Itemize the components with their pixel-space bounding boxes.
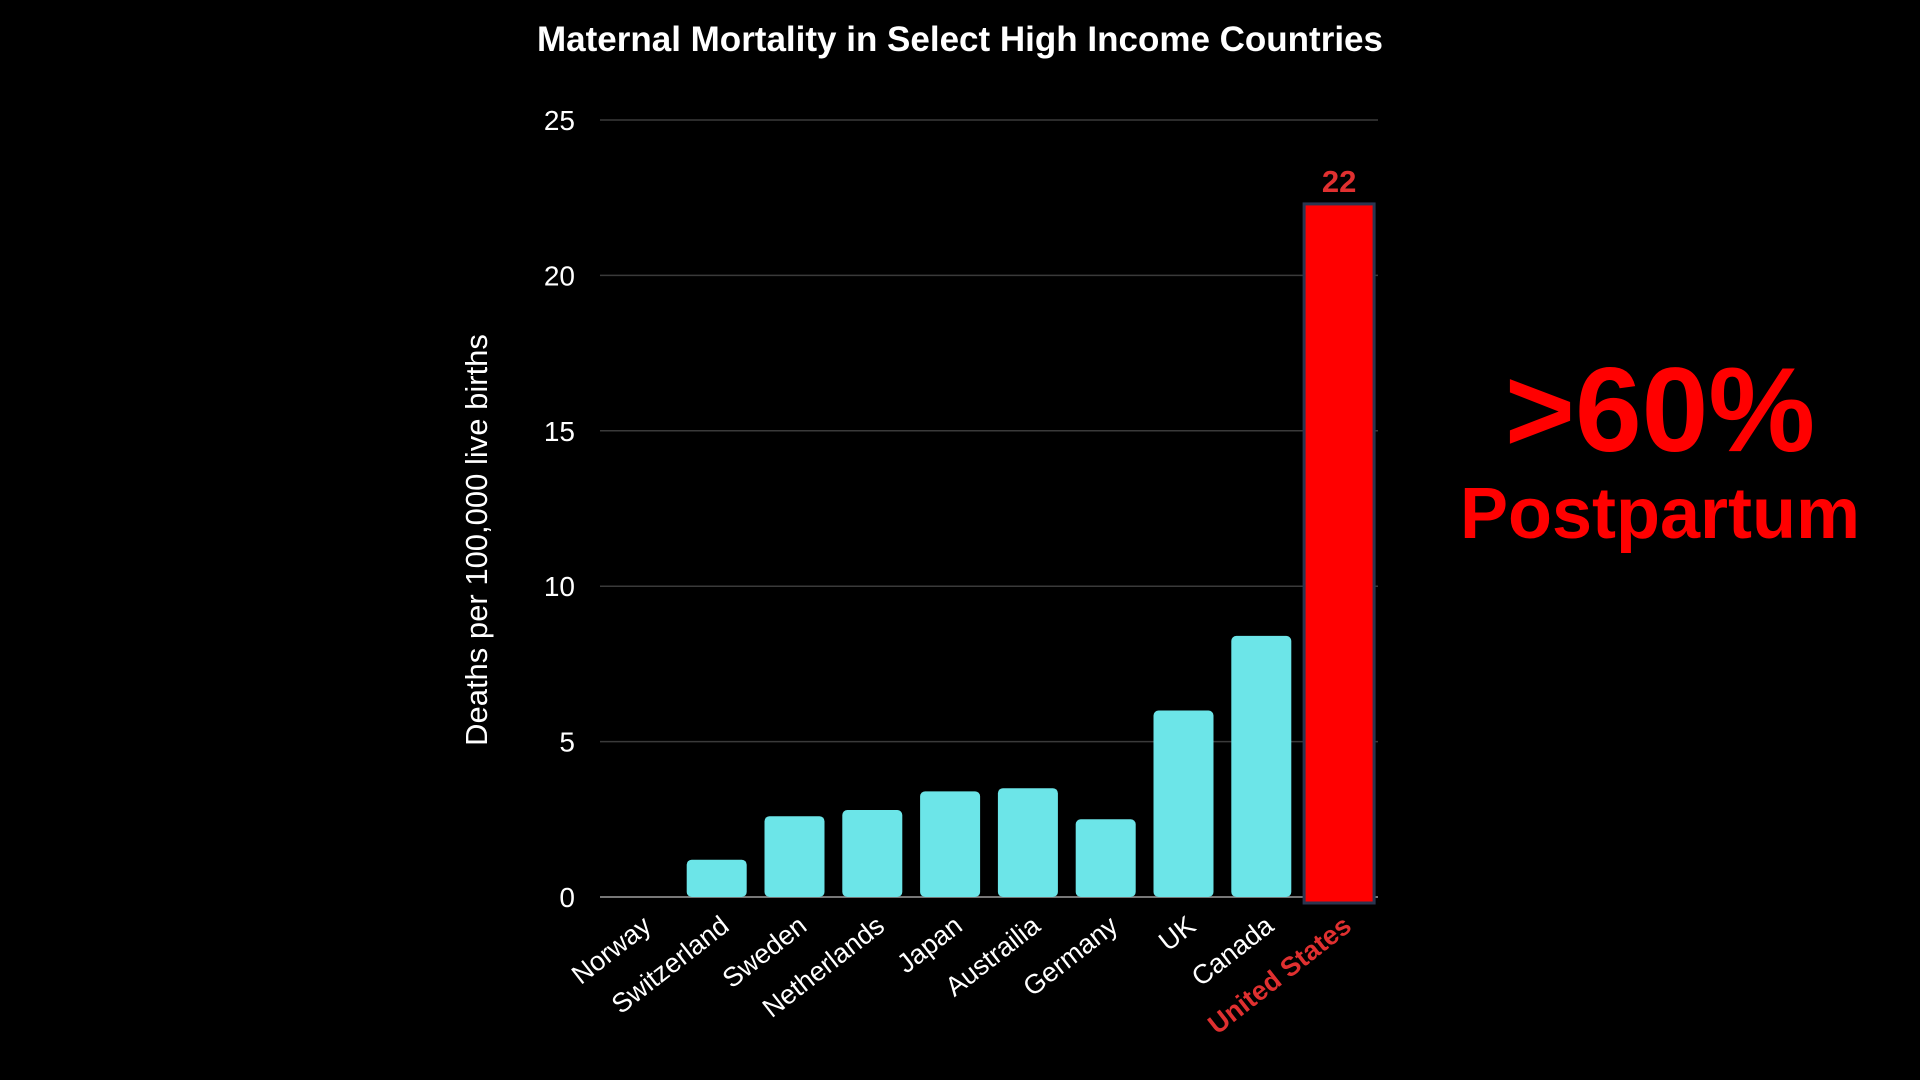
bar-switzerland [686, 859, 747, 897]
bars [686, 202, 1376, 905]
y-tick-label: 5 [559, 727, 575, 758]
bar-austrailia [997, 788, 1058, 897]
y-tick-label: 0 [559, 882, 575, 913]
bar-united-states [1302, 202, 1376, 905]
callout-postpartum: Postpartum [1459, 474, 1861, 554]
y-tick-label: 20 [544, 260, 575, 291]
y-tick-label: 10 [544, 571, 575, 602]
bar-uk [1153, 710, 1214, 897]
bar-sweden [764, 816, 825, 897]
data-label: 22 [1322, 164, 1356, 199]
callout: >60% Postpartum [1400, 350, 1920, 550]
bar-japan [920, 791, 981, 897]
data-labels: 22 [1322, 164, 1356, 199]
y-tick-label: 15 [544, 416, 575, 447]
callout-percentage: >60% [1504, 343, 1816, 477]
y-tick-label: 25 [544, 105, 575, 136]
y-tick-labels: 0 5 10 15 20 25 [544, 105, 575, 913]
chart-title: Maternal Mortality in Select High Income… [537, 20, 1383, 59]
bar-canada [1231, 635, 1292, 897]
bar-netherlands [842, 809, 903, 897]
bar-germany [1075, 819, 1136, 897]
x-tick-label: UK [1153, 910, 1201, 957]
